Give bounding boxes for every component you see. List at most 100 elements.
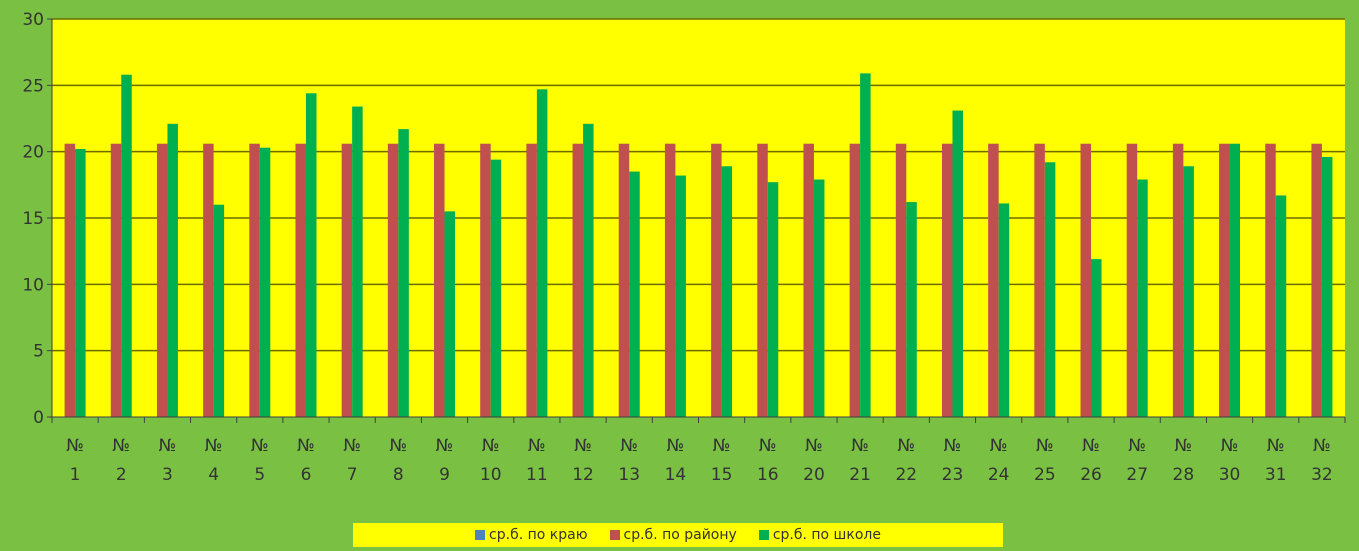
bar-series-2-cat-3 — [213, 204, 225, 417]
bar-series-2-cat-16 — [813, 179, 825, 417]
bar-series-2-cat-13 — [675, 175, 686, 417]
x-tick-label-number: 5 — [254, 465, 265, 485]
bar-series-2-cat-1 — [121, 74, 132, 417]
bar-series-1-cat-0 — [64, 143, 76, 417]
bar-series-1-cat-11 — [572, 143, 584, 417]
legend-item-kray: ср.б. по краю — [475, 527, 588, 543]
bar-series-2-cat-14 — [721, 166, 733, 417]
x-tick-label-prefix: № — [667, 436, 685, 456]
bar-series-1-cat-20 — [988, 143, 999, 417]
x-tick-label-prefix: № — [1221, 436, 1239, 456]
x-tick-label-prefix: № — [1128, 436, 1146, 456]
bar-series-1-cat-6 — [341, 143, 353, 417]
bar-series-1-cat-27 — [1311, 143, 1322, 417]
bar-series-2-cat-2 — [167, 123, 178, 417]
bar-series-2-cat-4 — [259, 147, 271, 418]
bar-series-1-cat-12 — [618, 143, 630, 417]
bars — [64, 73, 1333, 418]
bar-series-2-cat-6 — [352, 106, 363, 417]
bar-series-1-cat-1 — [110, 143, 122, 417]
y-tick-label: 5 — [33, 342, 44, 362]
x-tick-label-prefix: № — [251, 436, 269, 456]
x-tick-label-prefix: № — [1175, 436, 1193, 456]
legend-swatch-rayon — [609, 530, 620, 540]
bar-series-1-cat-22 — [1080, 143, 1092, 417]
x-tick-label-number: 3 — [162, 465, 173, 485]
x-tick-label-number: 24 — [988, 465, 1010, 485]
bar-series-1-cat-19 — [941, 143, 953, 417]
bar-series-2-cat-25 — [1229, 143, 1241, 417]
bar-series-2-cat-5 — [305, 93, 317, 417]
bar-series-2-cat-11 — [583, 123, 594, 417]
bar-series-1-cat-9 — [480, 143, 491, 417]
legend-swatch-kray — [475, 530, 486, 540]
x-tick-label-number: 20 — [803, 465, 825, 485]
bar-series-1-cat-8 — [434, 143, 445, 417]
x-tick-label-number: 31 — [1265, 465, 1287, 485]
bar-series-1-cat-2 — [156, 143, 168, 417]
x-tick-label-number: 13 — [618, 465, 640, 485]
x-tick-label-prefix: № — [1313, 436, 1331, 456]
legend-label-shkola: ср.б. по школе — [772, 527, 881, 543]
x-tick-label-prefix: № — [343, 436, 361, 456]
bar-series-1-cat-17 — [849, 143, 861, 417]
bar-series-1-cat-15 — [757, 143, 768, 417]
x-tick-label-prefix: № — [528, 436, 546, 456]
bar-series-2-cat-15 — [767, 182, 779, 417]
legend-swatch-shkola — [758, 530, 769, 540]
bar-series-1-cat-18 — [895, 143, 907, 417]
x-tick-label-prefix: № — [944, 436, 962, 456]
y-tick-label: 15 — [22, 209, 44, 229]
bar-series-1-cat-23 — [1126, 143, 1138, 417]
x-tick-label-prefix: № — [112, 436, 130, 456]
legend-item-rayon: ср.б. по району — [609, 527, 737, 543]
x-tick-label-prefix: № — [436, 436, 454, 456]
x-tick-label-prefix: № — [205, 436, 223, 456]
bar-series-2-cat-12 — [629, 171, 640, 417]
legend: ср.б. по краю ср.б. по району ср.б. по ш… — [353, 523, 1003, 547]
x-tick-label-number: 8 — [393, 465, 404, 485]
bar-series-1-cat-5 — [295, 143, 306, 417]
bar-series-2-cat-21 — [1044, 162, 1056, 417]
x-tick-label-prefix: № — [897, 436, 915, 456]
bar-series-2-cat-10 — [536, 89, 548, 418]
x-tick-label-prefix: № — [297, 436, 315, 456]
bar-series-1-cat-25 — [1219, 143, 1230, 417]
bar-series-2-cat-0 — [75, 149, 86, 417]
y-tick-label: 25 — [22, 76, 44, 96]
x-tick-label-prefix: № — [620, 436, 638, 456]
x-tick-label-number: 28 — [1173, 465, 1195, 485]
x-tick-label-number: 1 — [70, 465, 81, 485]
x-tick-label-number: 23 — [942, 465, 964, 485]
legend-label-rayon: ср.б. по району — [623, 527, 737, 543]
x-tick-label-number: 2 — [116, 465, 127, 485]
x-tick-label-prefix: № — [482, 436, 500, 456]
bar-series-1-cat-26 — [1265, 143, 1276, 417]
bar-series-1-cat-10 — [526, 143, 537, 417]
x-tick-label-number: 10 — [480, 465, 502, 485]
bar-series-1-cat-21 — [1034, 143, 1045, 417]
bar-series-2-cat-27 — [1321, 156, 1333, 417]
x-tick-label-number: 14 — [665, 465, 687, 485]
bar-series-2-cat-22 — [1091, 259, 1102, 417]
x-tick-label-prefix: № — [1036, 436, 1054, 456]
x-tick-label-number: 6 — [301, 465, 312, 485]
bar-series-2-cat-19 — [952, 110, 963, 417]
bar-series-1-cat-3 — [203, 143, 214, 417]
bar-series-1-cat-13 — [664, 143, 676, 417]
bar-series-2-cat-7 — [398, 129, 409, 417]
bar-series-1-cat-24 — [1172, 143, 1184, 417]
x-tick-label-number: 32 — [1311, 465, 1333, 485]
x-tick-label-prefix: № — [1082, 436, 1100, 456]
bar-series-2-cat-23 — [1137, 179, 1148, 417]
axes: 0 5 10 15 20 25 30 № 1 № 2 № 3 № 4 № 5 № 6 № 7 № 8 № 9 № 10 № 11 № 12 №… — [22, 10, 1346, 485]
x-tick-label-number: 9 — [439, 465, 450, 485]
x-tick-label-number: 15 — [711, 465, 733, 485]
y-tick-label: 20 — [22, 143, 44, 163]
x-tick-label-number: 7 — [347, 465, 358, 485]
x-tick-label-number: 25 — [1034, 465, 1056, 485]
x-tick-label-number: 4 — [208, 465, 219, 485]
x-tick-label-prefix: № — [66, 436, 84, 456]
y-tick-label: 10 — [22, 275, 44, 295]
